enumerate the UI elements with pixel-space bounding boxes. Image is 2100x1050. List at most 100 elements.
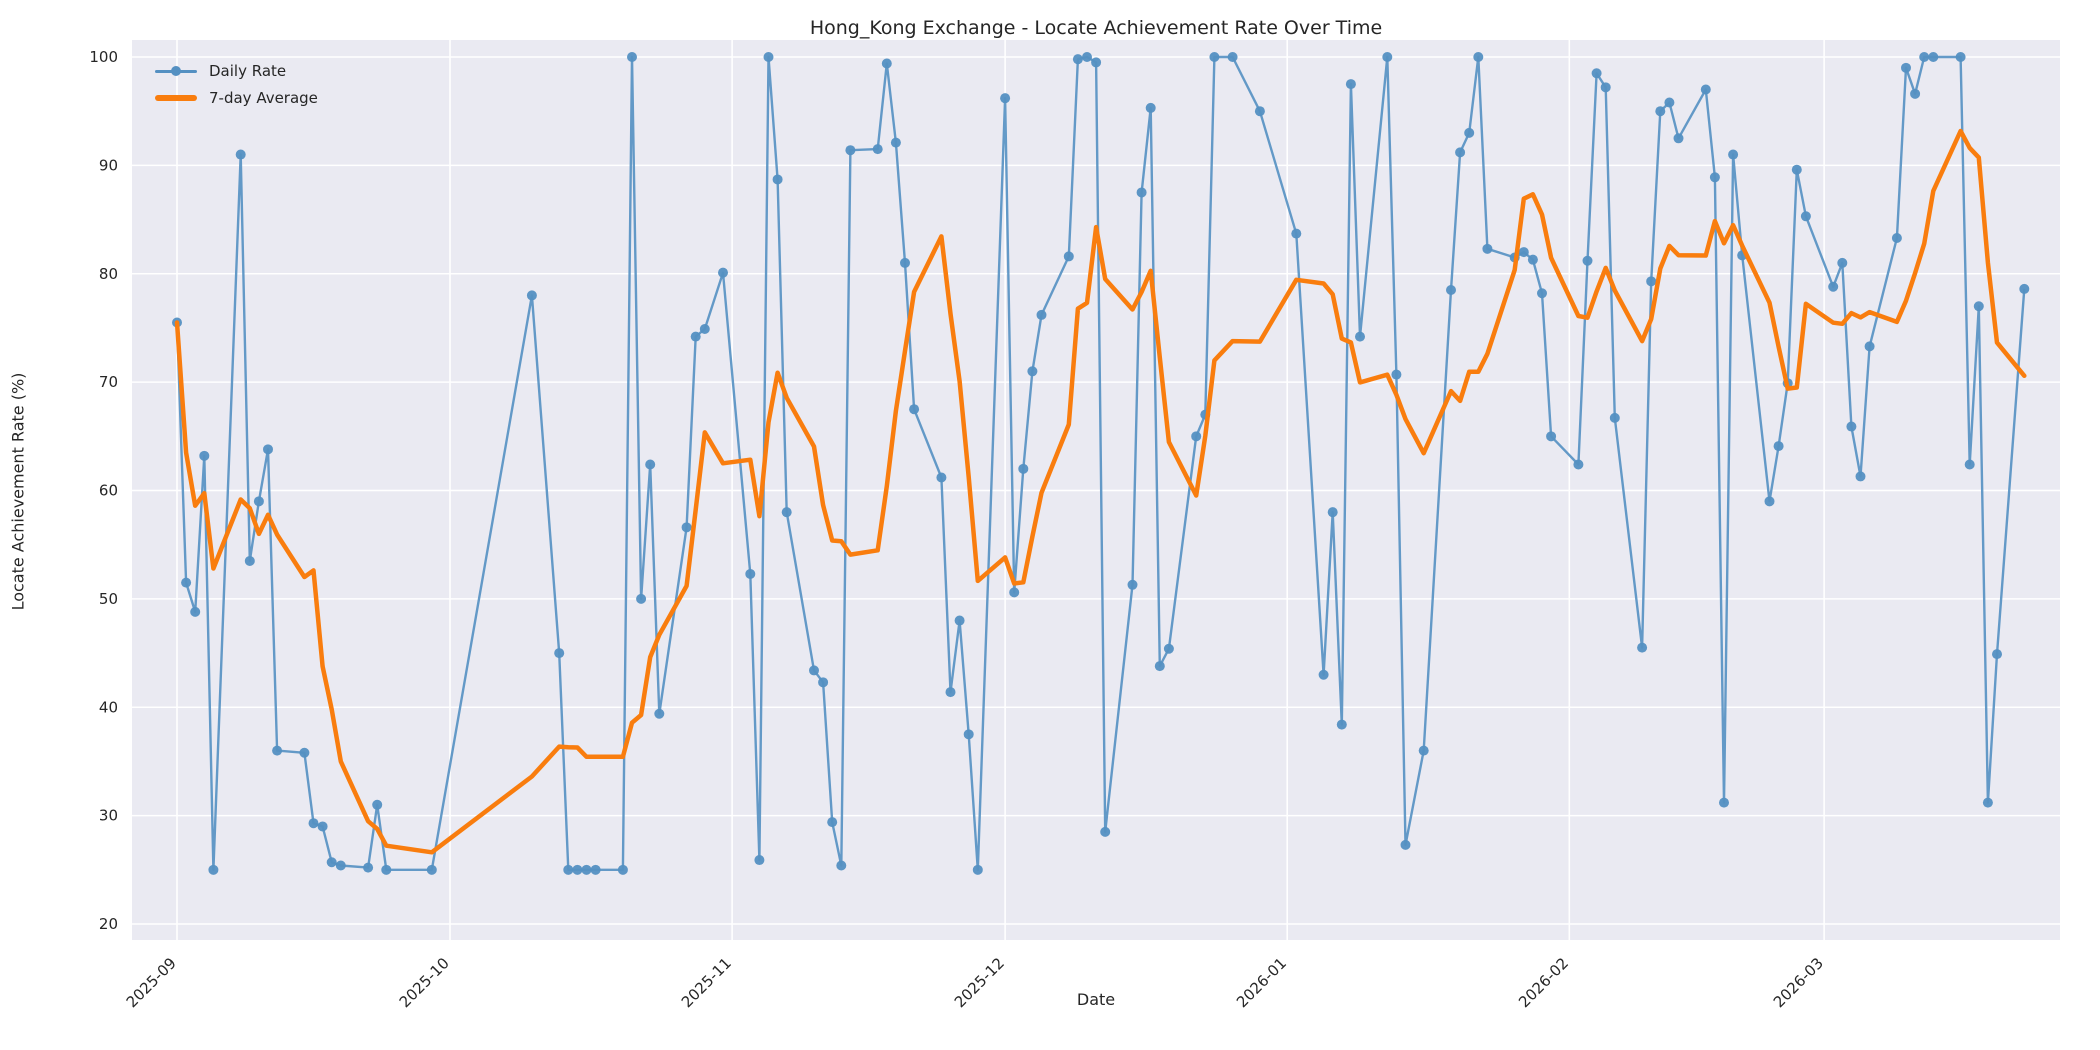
data-point <box>1418 745 1429 756</box>
data-point <box>972 864 983 875</box>
y-tick-label: 30 <box>99 807 118 825</box>
data-point <box>1901 62 1911 73</box>
data-point <box>1355 331 1365 342</box>
data-point <box>326 857 337 868</box>
y-tick-label: 20 <box>99 915 118 933</box>
data-point <box>1709 172 1720 183</box>
data-point <box>1591 68 1602 79</box>
data-point <box>235 149 246 160</box>
data-point <box>690 331 701 342</box>
data-point <box>1018 463 1029 474</box>
data-point <box>645 459 656 470</box>
x-axis-label: Date <box>1076 990 1116 1009</box>
data-point <box>1773 441 1784 452</box>
data-point <box>936 472 947 483</box>
data-point <box>681 522 692 533</box>
data-point <box>1209 52 1220 62</box>
data-point <box>1254 106 1265 117</box>
data-point <box>1910 88 1921 99</box>
data-point <box>1673 133 1684 144</box>
chart-title: Hong_Kong Exchange - Locate Achievement … <box>809 17 1383 39</box>
data-point <box>827 817 838 828</box>
data-point <box>1455 147 1466 158</box>
data-point <box>1063 251 1074 262</box>
data-point <box>2019 283 2030 294</box>
legend-label-daily: Daily Rate <box>209 62 287 80</box>
data-point <box>945 687 956 698</box>
data-point <box>1719 797 1729 808</box>
data-point <box>809 665 819 676</box>
y-tick-label: 70 <box>99 373 118 391</box>
y-tick-label: 80 <box>99 265 118 283</box>
data-point <box>909 404 920 415</box>
data-point <box>763 52 774 62</box>
data-point <box>1764 496 1775 507</box>
data-point <box>1082 52 1092 62</box>
data-point <box>1728 149 1739 160</box>
data-point <box>1537 288 1547 299</box>
data-point <box>718 267 728 278</box>
data-point <box>1919 52 1930 62</box>
data-point <box>590 864 601 875</box>
data-point <box>890 137 901 148</box>
data-point <box>1864 341 1875 352</box>
data-point <box>1000 93 1011 104</box>
data-point <box>581 864 592 875</box>
data-point <box>845 145 856 156</box>
data-point <box>1527 254 1538 265</box>
data-point <box>1473 52 1484 62</box>
data-point <box>317 821 328 832</box>
data-point <box>1382 52 1393 62</box>
data-point <box>1127 579 1138 590</box>
data-point <box>881 58 892 69</box>
data-point <box>1391 369 1402 380</box>
data-point <box>272 745 283 756</box>
data-point <box>381 864 392 875</box>
data-point <box>363 862 374 873</box>
data-point <box>1637 642 1648 653</box>
data-point <box>1163 643 1174 654</box>
avg-line <box>174 128 2027 855</box>
data-point <box>1464 127 1475 138</box>
data-point <box>1100 826 1111 837</box>
legend-label-avg: 7-day Average <box>209 89 318 107</box>
y-tick-label: 50 <box>99 590 118 608</box>
data-point <box>1655 106 1666 117</box>
data-point <box>572 864 583 875</box>
data-point <box>872 144 883 155</box>
data-point <box>299 747 310 758</box>
data-point <box>1609 412 1620 423</box>
data-point <box>1846 421 1857 432</box>
daily-rate-line-swatch <box>155 69 197 73</box>
data-point <box>818 677 829 688</box>
data-point <box>1318 669 1329 680</box>
legend: Daily Rate 7-day Average <box>147 58 326 111</box>
data-point <box>627 52 637 62</box>
data-point <box>372 799 383 810</box>
data-point <box>1227 52 1238 62</box>
data-point <box>1145 102 1156 113</box>
data-point <box>754 855 765 866</box>
data-point <box>781 507 792 518</box>
data-point <box>181 577 192 588</box>
legend-item-avg: 7-day Average <box>155 89 318 107</box>
data-point <box>654 708 665 719</box>
data-point <box>1191 431 1202 442</box>
data-point <box>636 593 647 604</box>
data-point <box>1992 649 2002 660</box>
data-point <box>563 864 574 875</box>
legend-item-daily: Daily Rate <box>155 62 318 80</box>
y-tick-label: 40 <box>99 698 118 716</box>
data-point <box>1928 52 1939 62</box>
data-point <box>1546 431 1557 442</box>
data-point <box>1955 52 1966 62</box>
data-point <box>1791 164 1802 175</box>
data-point <box>745 568 756 579</box>
data-point <box>526 290 537 301</box>
data-point <box>1154 661 1165 672</box>
data-point <box>1327 507 1338 518</box>
data-point <box>253 496 264 507</box>
data-point <box>190 606 201 617</box>
